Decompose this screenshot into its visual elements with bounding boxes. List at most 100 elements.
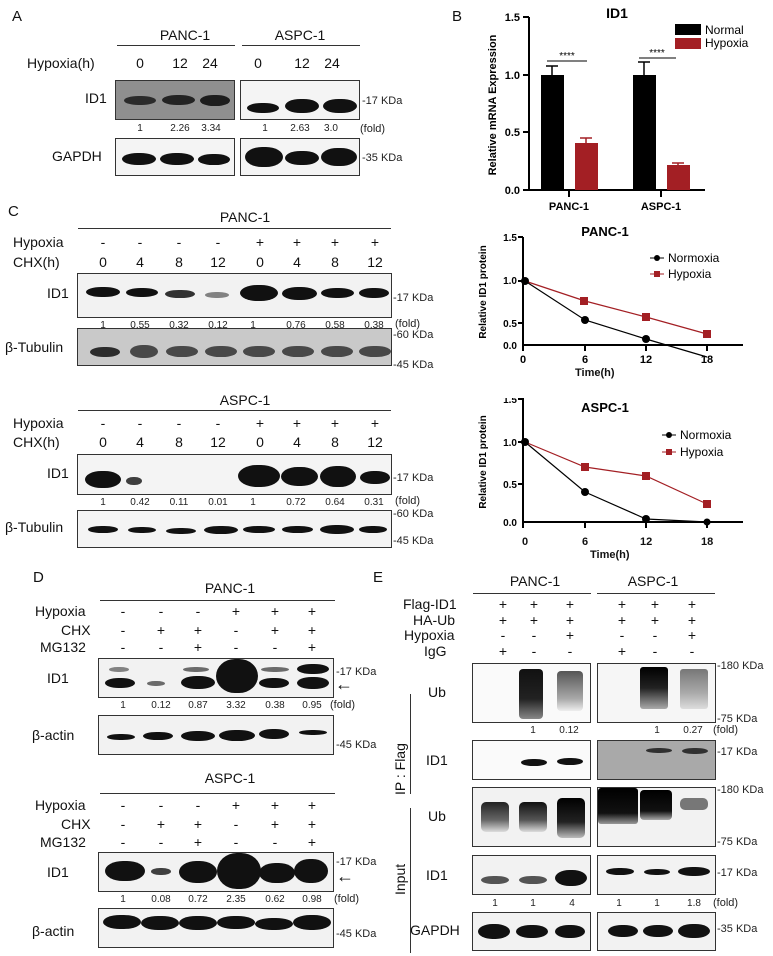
marker-17kda: -17 KDa (362, 95, 403, 107)
fold-value: 1 (100, 320, 106, 331)
fold-value: 1 (530, 898, 536, 909)
mg132-sign: - (272, 639, 278, 655)
fold-value: 1 (120, 894, 126, 905)
y-tick: 0.0 (505, 185, 520, 197)
chx-hours: 12 (367, 434, 383, 450)
timepoint: 24 (324, 55, 340, 71)
fold-value: 0.27 (683, 725, 703, 736)
chx-sign: + (270, 622, 280, 638)
row-label-id1: ID1 (85, 90, 107, 106)
flag-id1-label: Flag-ID1 (403, 596, 457, 612)
blot-id1-panc1 (115, 80, 235, 120)
chx-sign: + (307, 622, 317, 638)
hypoxia-sign: - (652, 627, 658, 643)
mg132-label: MG132 (40, 834, 86, 850)
blot-id1-aspc1 (77, 454, 392, 495)
hypoxia-sign: - (120, 797, 126, 813)
legend-hypoxia: Hypoxia (705, 36, 749, 50)
row-label-gapdh: GAPDH (410, 922, 460, 938)
fold-label: (fold) (395, 318, 421, 330)
hypoxia-sign: - (215, 234, 221, 250)
row-label-id1: ID1 (47, 285, 69, 301)
mg132-sign: + (307, 639, 317, 655)
x-category: ASPC-1 (641, 201, 681, 213)
row-label-ub: Ub (428, 808, 446, 824)
fold-value: 0.72 (188, 894, 208, 905)
significance-stars: **** (559, 51, 575, 62)
row-label-ub: Ub (428, 684, 446, 700)
fold-value: 1 (654, 725, 660, 736)
row-label-id1: ID1 (47, 465, 69, 481)
marker-60kda: -60 KDa (393, 329, 434, 341)
fold-value: 1 (492, 898, 498, 909)
hypoxia-label: Hypoxia (13, 415, 64, 431)
legend-normoxia: Normoxia (668, 251, 720, 265)
igg-sign: - (652, 643, 658, 659)
hypoxia-hours-label: Hypoxia(h) (27, 55, 95, 71)
hypoxia-sign: - (619, 627, 625, 643)
fold-value: 0.87 (188, 700, 208, 711)
ha-ub-sign: + (650, 612, 660, 628)
chx-label: CHX(h) (13, 434, 60, 450)
row-label-beta-tubulin: β-Tubulin (5, 519, 64, 535)
hypoxia-sign: - (137, 415, 143, 431)
marker-17kda: -17 KDa (336, 856, 377, 868)
mg132-sign: - (120, 639, 126, 655)
chx-hours: 8 (175, 254, 183, 270)
marker-45kda: -45 KDa (336, 739, 377, 751)
blot-ip-id1-panc1 (472, 740, 591, 780)
x-tick: 6 (582, 354, 588, 366)
fold-label: (fold) (360, 123, 386, 135)
hypoxia-sign: - (215, 415, 221, 431)
arrow-left-icon: ← (336, 866, 354, 886)
hypoxia-sign: + (270, 603, 280, 619)
fold-value: 0.32 (169, 320, 189, 331)
blot-gapdh-panc1 (115, 138, 235, 176)
blot-actin-panc1 (98, 715, 334, 755)
marker-75kda: -75 KDa (717, 836, 758, 848)
chx-hours: 0 (99, 254, 107, 270)
chx-sign: - (233, 816, 239, 832)
hypoxia-sign: + (255, 415, 265, 431)
x-axis-label: Time(h) (590, 549, 630, 561)
marker-75kda: -75 KDa (717, 713, 758, 725)
y-tick: 1.5 (505, 12, 520, 24)
x-tick: 18 (701, 354, 713, 366)
group-label-aspc1: ASPC-1 (219, 392, 271, 408)
fold-value: 0.58 (325, 320, 345, 331)
bar-chart-id1-mrna: ID1 1.5 1.0 0.5 0.0 Relative mRNA Expres… (487, 5, 749, 213)
legend-hypoxia: Hypoxia (680, 445, 724, 459)
blot-actin-aspc1 (98, 908, 334, 948)
y-tick: 0.5 (503, 480, 517, 491)
hypoxia-label: Hypoxia (404, 627, 455, 643)
marker-35kda: -35 KDa (362, 152, 403, 164)
chx-sign: - (233, 622, 239, 638)
fold-value: 1.8 (687, 898, 701, 909)
hypoxia-sign: + (687, 627, 697, 643)
marker-17kda: -17 KDa (393, 292, 434, 304)
line-chart-panc1: PANC-1 1.5 1.0 0.5 0.0 Relative ID1 prot… (478, 224, 743, 366)
mg132-sign: + (193, 834, 203, 850)
chx-sign: - (120, 622, 126, 638)
fold-value: 0.12 (559, 725, 579, 736)
group-label-panc1: PANC-1 (509, 573, 561, 589)
hypoxia-sign: + (330, 415, 340, 431)
mg132-sign: - (233, 639, 239, 655)
blot-ip-id1-aspc1 (597, 740, 716, 780)
marker-45kda: -45 KDa (393, 535, 434, 547)
y-tick: 0.5 (503, 319, 517, 330)
x-axis-label: Time(h) (575, 367, 615, 379)
fold-value: 0.55 (130, 320, 150, 331)
chx-hours: 0 (99, 434, 107, 450)
y-tick: 1.0 (505, 70, 520, 82)
input-section-label: Input (392, 863, 408, 895)
igg-sign: - (531, 643, 537, 659)
group-label-aspc1: ASPC-1 (204, 770, 256, 786)
chx-sign: + (193, 622, 203, 638)
y-tick: 1.5 (503, 233, 517, 244)
fold-value: 0.72 (286, 497, 306, 508)
fold-value: 0.98 (302, 894, 322, 905)
x-tick: 12 (640, 354, 652, 366)
row-label-beta-tubulin: β-Tubulin (5, 339, 64, 355)
row-label-id1: ID1 (426, 867, 448, 883)
